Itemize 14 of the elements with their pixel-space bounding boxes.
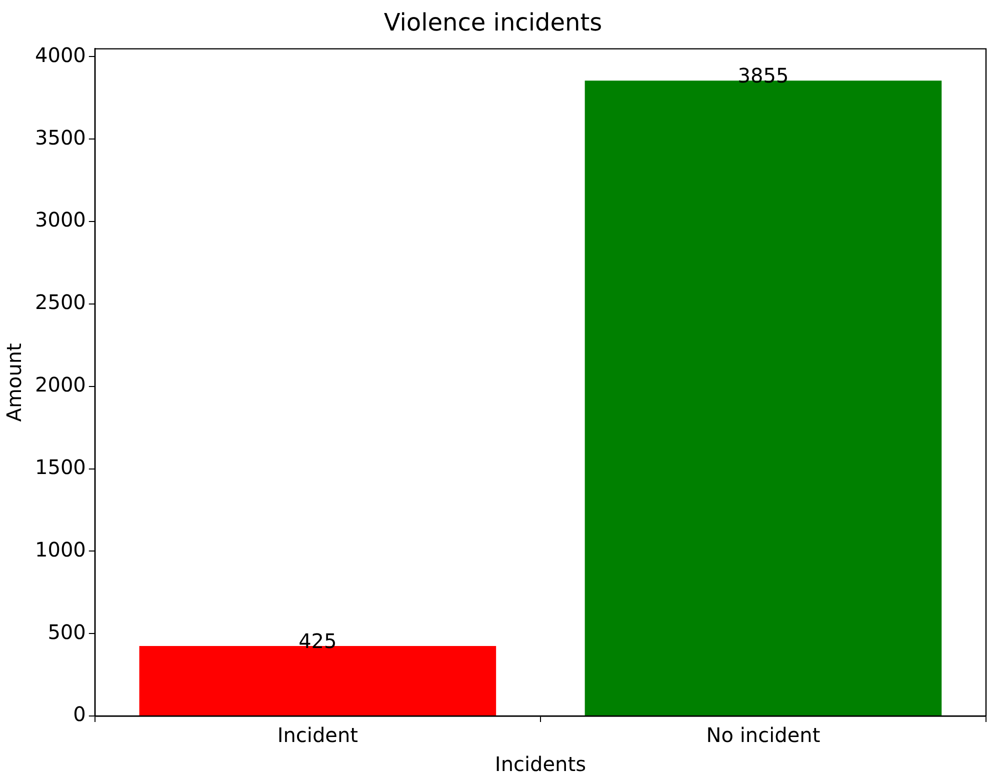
y-tick-label: 2500 [34, 290, 86, 314]
y-tick-label: 3500 [34, 125, 86, 150]
x-tick-label: Incident [277, 723, 358, 748]
y-tick-label: 3000 [34, 208, 86, 232]
y-tick-label: 1000 [34, 537, 86, 562]
y-axis-title: Amount [2, 342, 26, 422]
y-tick-label: 1500 [34, 454, 86, 479]
x-axis-title: Incidents [494, 752, 586, 776]
y-tick-label: 0 [73, 702, 86, 726]
y-tick-label: 4000 [34, 42, 86, 67]
y-tick-label: 2000 [34, 372, 86, 397]
x-tick-label: No incident [706, 723, 820, 748]
chart-title: Violence incidents [384, 8, 602, 37]
y-tick-label: 500 [48, 620, 86, 644]
